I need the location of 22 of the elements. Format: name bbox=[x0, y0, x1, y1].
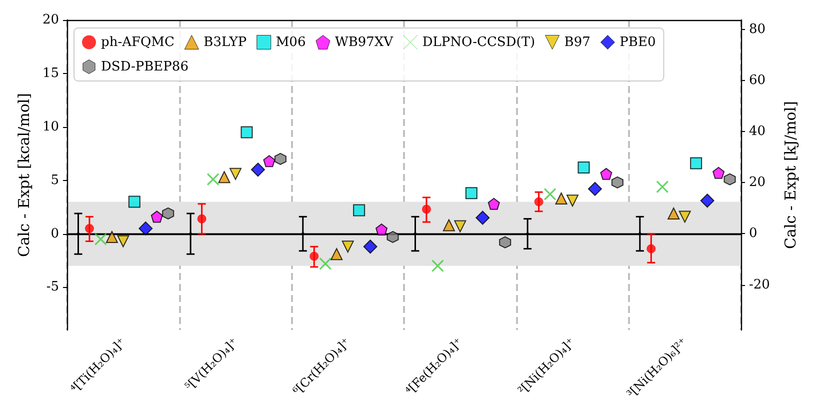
legend-label: PBE0 bbox=[620, 34, 656, 50]
legend-label: DLPNO-CCSD(T) bbox=[422, 34, 536, 50]
y2-tick-label: 20 bbox=[749, 175, 766, 190]
legend-label: DSD-PBEP86 bbox=[101, 59, 188, 74]
legend-label: WB97XV bbox=[334, 34, 394, 50]
y2-tick-label: 0 bbox=[749, 226, 758, 242]
legend-label: B3LYP bbox=[204, 34, 247, 50]
y2-tick-label: 40 bbox=[749, 124, 766, 140]
y-tick-label: 20 bbox=[42, 12, 59, 28]
y-tick-label: 15 bbox=[42, 66, 59, 81]
y-tick-label: -5 bbox=[46, 280, 59, 295]
y-axis-title: Calc - Expt [kcal/mol] bbox=[15, 92, 34, 258]
legend-label: M06 bbox=[276, 34, 306, 50]
y2-tick-label: 60 bbox=[749, 73, 766, 88]
y2-tick-label: -20 bbox=[749, 277, 770, 292]
y-tick-label: 5 bbox=[50, 172, 59, 188]
y2-tick-label: 80 bbox=[749, 22, 766, 37]
y-tick-label: 0 bbox=[50, 226, 59, 242]
legend-label: ph-AFQMC bbox=[101, 34, 174, 50]
y-tick-label: 10 bbox=[42, 119, 59, 134]
y2-axis-title: Calc - Expt [kJ/mol] bbox=[782, 101, 800, 249]
legend-label: B97 bbox=[564, 34, 590, 50]
